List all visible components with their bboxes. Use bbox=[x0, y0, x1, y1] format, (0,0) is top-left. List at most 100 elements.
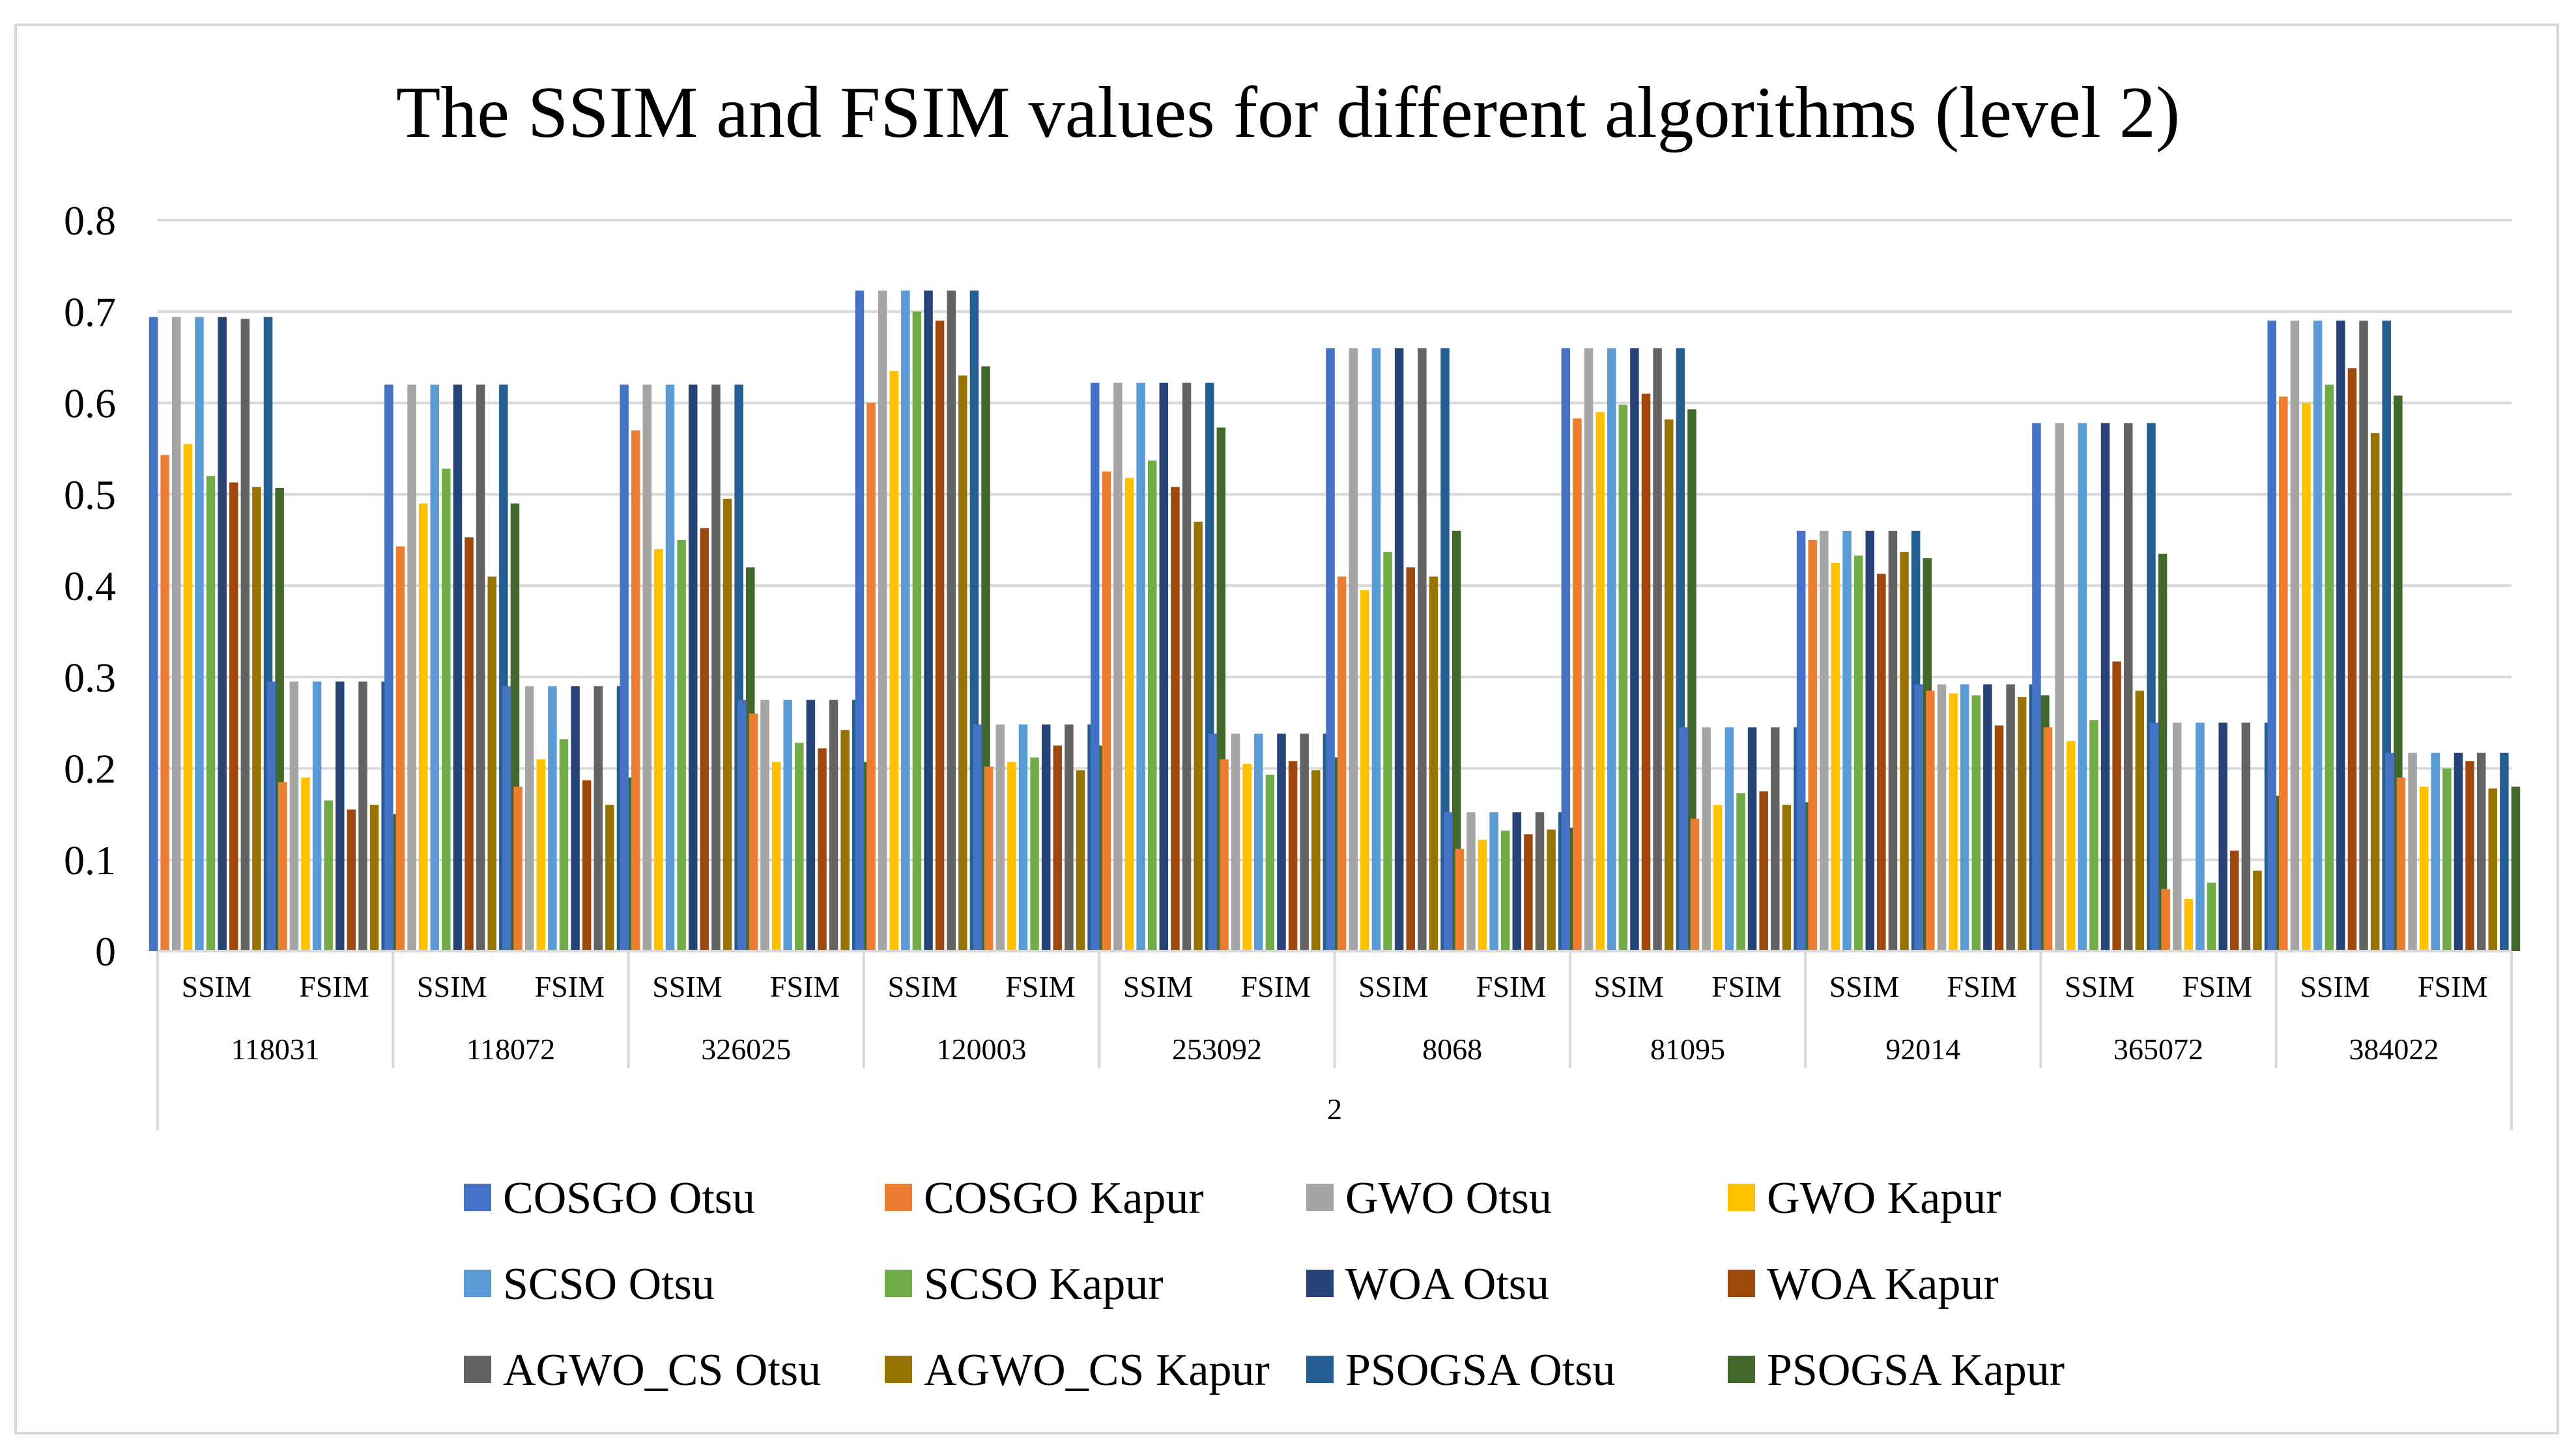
bar bbox=[1242, 764, 1252, 951]
bar bbox=[1208, 734, 1218, 951]
bar bbox=[1360, 590, 1369, 951]
bar bbox=[487, 576, 496, 951]
bar bbox=[229, 482, 238, 951]
bar bbox=[1090, 382, 1100, 951]
bar bbox=[324, 800, 333, 951]
bar bbox=[1124, 478, 1134, 951]
bar bbox=[240, 319, 250, 952]
bar bbox=[935, 321, 945, 951]
bar bbox=[1926, 691, 1935, 951]
bar bbox=[513, 786, 522, 951]
bar bbox=[1618, 405, 1628, 951]
y-tick-label: 0.6 bbox=[64, 380, 116, 427]
bar bbox=[912, 311, 922, 951]
bar bbox=[1383, 552, 1392, 951]
bar bbox=[2465, 761, 2474, 951]
bar bbox=[2267, 321, 2276, 951]
bar bbox=[1937, 684, 1947, 951]
bar bbox=[2347, 368, 2357, 951]
bar bbox=[1337, 576, 1347, 951]
legend-swatch bbox=[885, 1270, 912, 1297]
legend-label: GWO Otsu bbox=[1345, 1173, 1552, 1223]
bar bbox=[642, 384, 652, 951]
bar bbox=[2100, 423, 2110, 951]
bar bbox=[442, 468, 451, 951]
bar bbox=[2006, 684, 2015, 951]
bar bbox=[1371, 348, 1381, 951]
bar bbox=[160, 455, 169, 951]
bar bbox=[453, 384, 463, 951]
bar bbox=[840, 730, 850, 951]
bar bbox=[855, 290, 865, 951]
metric-label: FSIM bbox=[1476, 970, 1546, 1003]
y-tick-label: 0.2 bbox=[64, 746, 116, 792]
bar bbox=[1429, 576, 1438, 951]
bar bbox=[1254, 734, 1263, 951]
bar bbox=[1300, 734, 1309, 951]
bar bbox=[605, 805, 614, 951]
bar bbox=[1076, 770, 1085, 951]
bar bbox=[1418, 348, 1427, 951]
bar bbox=[2135, 691, 2145, 951]
metric-label: FSIM bbox=[2418, 970, 2487, 1003]
metric-label: SSIM bbox=[2300, 970, 2369, 1003]
bar bbox=[2218, 722, 2227, 951]
bar bbox=[1630, 348, 1639, 951]
bar bbox=[924, 290, 933, 951]
y-tick-label: 0.7 bbox=[64, 289, 116, 335]
bar bbox=[771, 762, 781, 951]
bar bbox=[1690, 818, 1700, 951]
legend-swatch bbox=[1728, 1270, 1755, 1297]
bar bbox=[973, 724, 982, 951]
bar bbox=[1573, 418, 1582, 951]
bar bbox=[2408, 752, 2417, 951]
bar bbox=[1596, 412, 1605, 951]
bar bbox=[289, 681, 299, 951]
bar bbox=[218, 317, 227, 951]
bar bbox=[1349, 348, 1358, 951]
bar bbox=[665, 384, 675, 951]
bar bbox=[2089, 720, 2098, 951]
legend-label: WOA Otsu bbox=[1345, 1259, 1549, 1309]
bar bbox=[1136, 382, 1145, 951]
metric-label: SSIM bbox=[1594, 970, 1663, 1003]
bar bbox=[369, 805, 379, 951]
legend-label: SCSO Otsu bbox=[503, 1259, 715, 1309]
bar bbox=[2500, 752, 2509, 951]
legend-swatch bbox=[885, 1356, 912, 1383]
metric-label: SSIM bbox=[652, 970, 722, 1003]
bar bbox=[171, 317, 181, 951]
bar bbox=[1808, 539, 1817, 951]
bar bbox=[1440, 348, 1450, 951]
bar bbox=[1971, 695, 1981, 951]
bar bbox=[1452, 530, 1461, 951]
bar bbox=[958, 375, 967, 951]
bar bbox=[2230, 850, 2239, 951]
bar bbox=[1736, 793, 1745, 951]
bar bbox=[2149, 722, 2159, 951]
bar bbox=[2302, 403, 2311, 951]
bar bbox=[1443, 812, 1453, 951]
bar bbox=[548, 686, 557, 951]
bar bbox=[358, 681, 367, 951]
metric-label: FSIM bbox=[770, 970, 840, 1003]
bar bbox=[1030, 757, 1039, 951]
bar bbox=[749, 713, 758, 951]
bar bbox=[737, 700, 747, 951]
bar bbox=[984, 766, 994, 951]
bar bbox=[2184, 899, 2194, 951]
bar bbox=[312, 681, 322, 951]
legend-swatch bbox=[1306, 1356, 1334, 1383]
bar bbox=[2043, 727, 2053, 951]
bar bbox=[1277, 734, 1286, 951]
bar bbox=[2396, 777, 2406, 951]
bar bbox=[2488, 788, 2498, 951]
chart-title: The SSIM and FSIM values for different a… bbox=[396, 72, 2180, 153]
bar bbox=[1607, 348, 1616, 951]
metric-label: SSIM bbox=[182, 970, 251, 1003]
bar bbox=[1900, 552, 1909, 951]
bar bbox=[2279, 396, 2288, 951]
bar bbox=[700, 528, 709, 951]
bar bbox=[1455, 848, 1465, 951]
bar bbox=[430, 384, 439, 951]
